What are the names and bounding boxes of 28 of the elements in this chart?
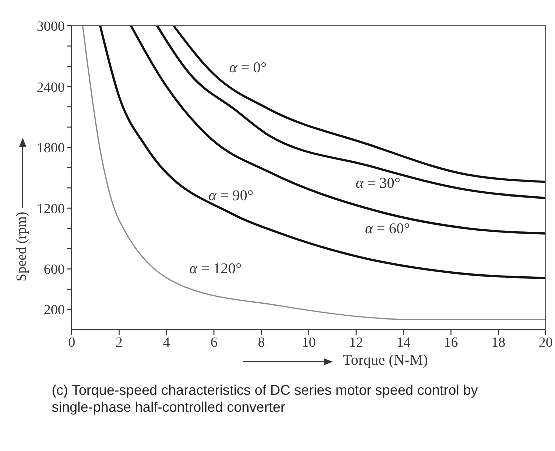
y-axis-title: Speed (rpm) [15,212,31,282]
line-series [130,26,546,235]
line-series [99,26,546,280]
x-tick-label: 18 [492,336,506,351]
y-tick-label: 600 [44,263,65,278]
y-tick-label: 200 [44,304,65,319]
x-tick-label: 12 [349,336,364,351]
text: (c) Torque-speed characteristics of DC series motor speed control by single-phase half-controlled converter [52,382,480,416]
y-tick-label: 3000 [37,20,65,35]
x-tick-label: 4 [163,336,170,351]
x-tick-label: 14 [396,336,411,351]
y-tick-label: 1200 [37,202,65,218]
y-tick-label: 2400 [37,80,65,96]
x-tick-label: 16 [444,336,458,351]
x-tick-label: 20 [539,336,553,351]
x-tick-label: 10 [302,336,316,351]
x-tick-label: 2 [116,336,123,351]
x-axis-title: Torque (N-M) [343,353,428,370]
series-label: α = 90° [208,188,254,204]
line-series [82,26,546,320]
x-tick-label: 0 [68,336,76,351]
y-tick-label: 1800 [37,142,65,157]
x-tick-label: 6 [210,336,218,351]
series-label: α = 60° [365,221,410,238]
series-label: α = 30° [356,176,401,192]
x-tick-label: 8 [258,336,266,351]
series-label: α = 0° [230,60,267,77]
series-label: α = 120° [190,261,242,278]
